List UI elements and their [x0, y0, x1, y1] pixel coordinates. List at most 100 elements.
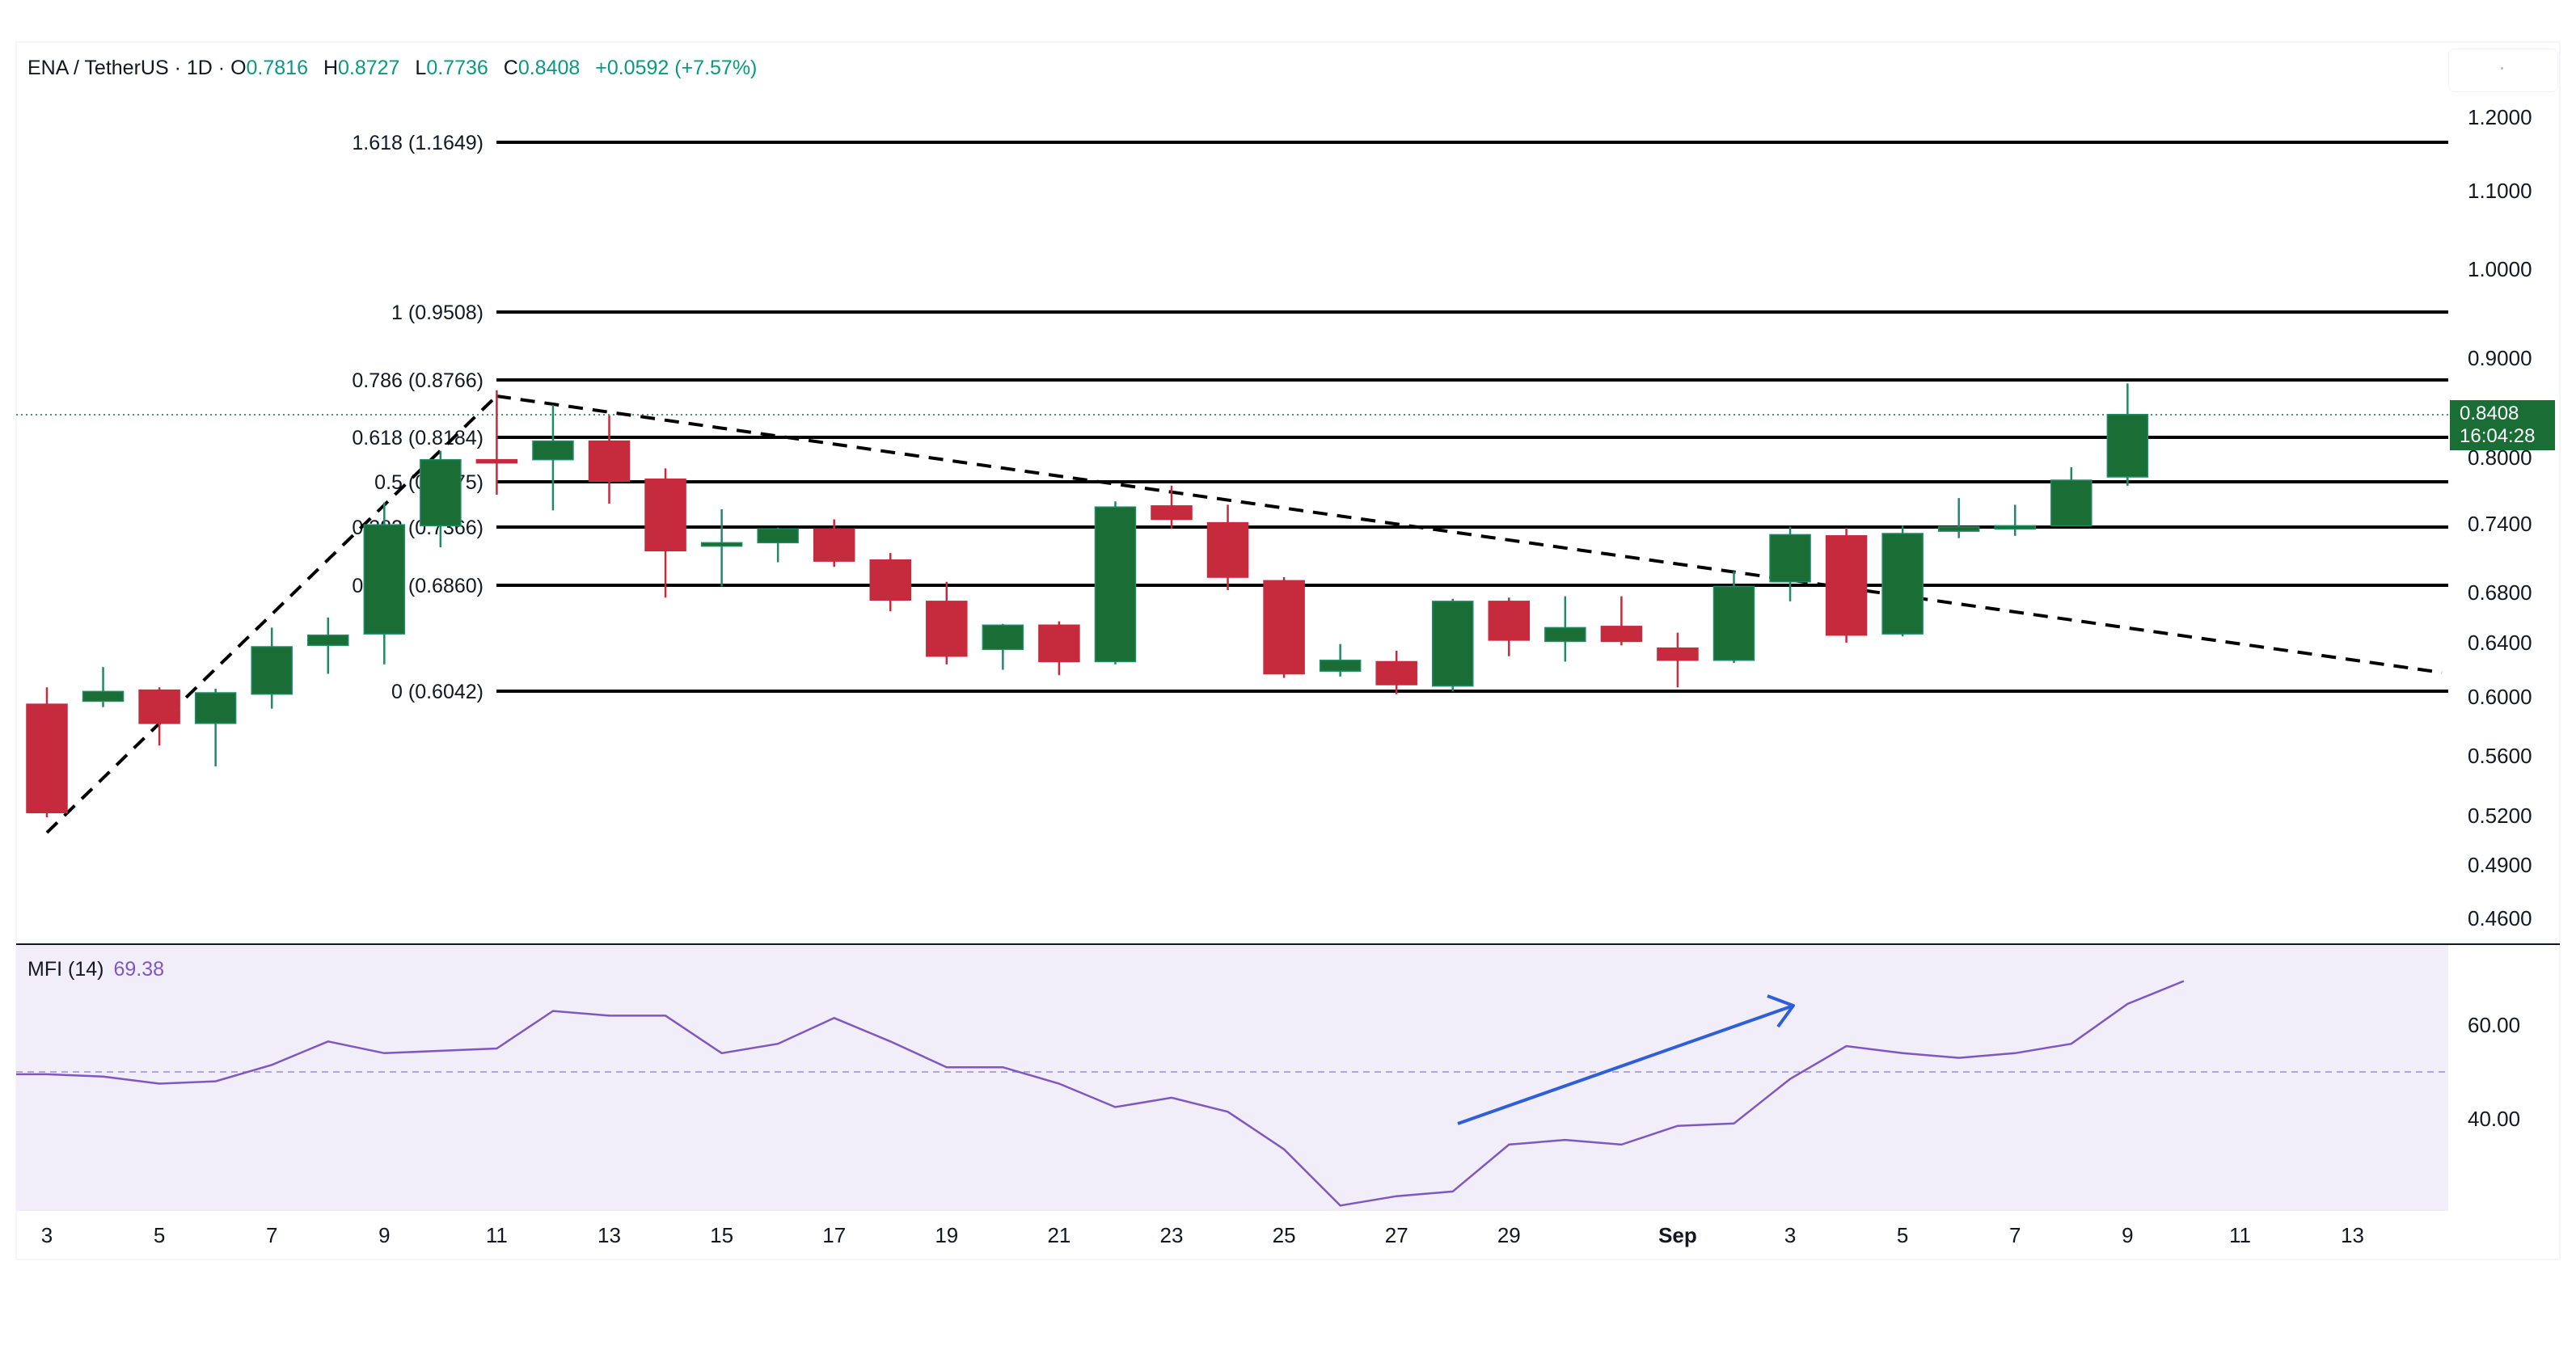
low-label: L — [415, 57, 427, 79]
symbol-header: ENA / TetherUS · 1D · O0.7816 H0.8727 L0… — [27, 57, 758, 79]
time-axis-tick: 5 — [154, 1223, 165, 1247]
price-axis-tick: 0.6400 — [2468, 631, 2532, 655]
downtrend-line — [496, 394, 2443, 674]
mfi-axis-tick: 40.00 — [2468, 1107, 2520, 1131]
candle-body — [1375, 660, 1417, 686]
mfi-label: MFI (14) — [27, 958, 104, 981]
price-axis-tick: 0.6000 — [2468, 685, 2532, 709]
close-value: 0.8408 — [517, 57, 581, 79]
candle-body — [644, 478, 686, 552]
time-axis-tick: 9 — [2122, 1223, 2133, 1247]
price-axis-tick: 0.5200 — [2468, 804, 2532, 828]
mfi-axis-tick: 60.00 — [2468, 1013, 2520, 1037]
candle-body — [588, 440, 631, 483]
fib-level-label: 0.786 (0.8766) — [352, 369, 484, 392]
mfi-pane — [16, 980, 2448, 1207]
candle-body — [1712, 585, 1755, 661]
candle-body — [82, 690, 125, 702]
mfi-header[interactable]: MFI (14) 69.38 — [27, 958, 164, 981]
close-label: C — [503, 57, 518, 79]
time-axis-tick: 19 — [935, 1223, 958, 1247]
time-axis-tick: 7 — [2009, 1223, 2021, 1247]
candles — [26, 383, 2149, 818]
candle-body — [1825, 535, 1868, 636]
price-axis-tick: 0.6800 — [2468, 580, 2532, 605]
open-value: 0.7816 — [246, 57, 308, 79]
time-axis-tick: 9 — [378, 1223, 390, 1247]
candle-body — [700, 542, 743, 547]
fib-level-label: 0 (0.6042) — [391, 681, 484, 703]
symbol-name[interactable]: ENA / TetherUS — [27, 57, 169, 79]
menu-dot-icon — [2501, 67, 2503, 70]
candle-body — [475, 458, 518, 464]
candle-body — [307, 634, 349, 647]
time-axis-tick: 17 — [822, 1223, 846, 1247]
interval-label[interactable]: 1D — [186, 57, 213, 79]
candle-body — [869, 559, 911, 601]
mfi-line — [16, 980, 2185, 1207]
time-axis-tick: 3 — [1784, 1223, 1796, 1247]
time-axis-tick: 11 — [486, 1223, 508, 1247]
open-label: O — [230, 57, 247, 79]
candle-body — [1488, 601, 1531, 641]
candle-body — [1094, 506, 1137, 663]
high-value: 0.8727 — [338, 57, 400, 79]
candle-body — [1881, 533, 1924, 635]
candle-body — [138, 689, 180, 724]
bar-countdown: 16:04:28 — [2460, 425, 2536, 447]
price-axis-tick: 1.1000 — [2468, 179, 2532, 203]
candle-body — [2050, 479, 2092, 527]
current-price-value: 0.8408 — [2460, 403, 2519, 424]
change-value: +0.0592 (+7.57%) — [595, 57, 758, 79]
price-axis-tick: 1.2000 — [2468, 105, 2532, 129]
price-axis-tick: 0.7400 — [2468, 512, 2532, 536]
time-axis-tick: 11 — [2229, 1223, 2251, 1247]
time-axis-tick: Sep — [1658, 1223, 1697, 1247]
time-axis-tick: 7 — [266, 1223, 277, 1247]
candle-body — [26, 703, 68, 814]
mfi-divergence-arrow — [1457, 1004, 1794, 1125]
mfi-value: 69.38 — [113, 958, 165, 981]
price-axis-tick: 1.0000 — [2468, 257, 2532, 281]
time-axis-tick: 27 — [1385, 1223, 1408, 1247]
candle-body — [1432, 601, 1474, 687]
candle-body — [2106, 414, 2149, 478]
low-value: 0.7736 — [426, 57, 488, 79]
candle-body — [363, 524, 406, 635]
price-axis-tick: 0.9000 — [2468, 346, 2532, 370]
time-axis-tick: 23 — [1160, 1223, 1184, 1247]
time-axis-tick: 3 — [41, 1223, 53, 1247]
time-axis-tick: 13 — [598, 1223, 621, 1247]
price-axis-tick: 0.4600 — [2468, 906, 2532, 930]
time-axis-tick: 29 — [1497, 1223, 1521, 1247]
candle-body — [1937, 525, 1980, 532]
time-axis-tick: 21 — [1047, 1223, 1071, 1247]
candle-body — [251, 646, 293, 695]
time-axis-tick: 15 — [710, 1223, 733, 1247]
candle-body — [1319, 660, 1362, 672]
candle-body — [1038, 624, 1080, 663]
candle-body — [982, 624, 1024, 651]
candle-body — [1769, 534, 1811, 583]
candle-body — [926, 601, 968, 657]
candle-body — [420, 458, 462, 527]
time-axis-tick: 13 — [2341, 1223, 2364, 1247]
mfi-background — [16, 944, 2448, 1211]
axes: 1.20001.10001.00000.90000.80000.74000.68… — [41, 105, 2532, 1247]
candle-body — [532, 440, 574, 461]
candle-body — [1206, 521, 1249, 578]
candle-body — [1994, 525, 2036, 530]
current-price-tag: 0.8408 16:04:28 — [2450, 400, 2555, 450]
candle-body — [757, 528, 799, 544]
arrow-head-icon — [1767, 994, 1795, 1028]
time-axis-tick: 5 — [1897, 1223, 1908, 1247]
chart-background — [15, 41, 2561, 1260]
candle-body — [194, 692, 237, 724]
price-axis-tick: 0.4900 — [2468, 853, 2532, 877]
fibonacci-levels: 1.618 (1.1649) 1 (0.9508) 0.786 (0.8766) 0.… — [16, 132, 2448, 703]
fib-level-label: 0.618 (0.8184) — [352, 427, 484, 449]
fib-level-label: 1.618 (1.1649) — [352, 132, 484, 154]
chart-menu-button[interactable] — [2448, 49, 2558, 92]
candle-body — [1544, 626, 1586, 643]
